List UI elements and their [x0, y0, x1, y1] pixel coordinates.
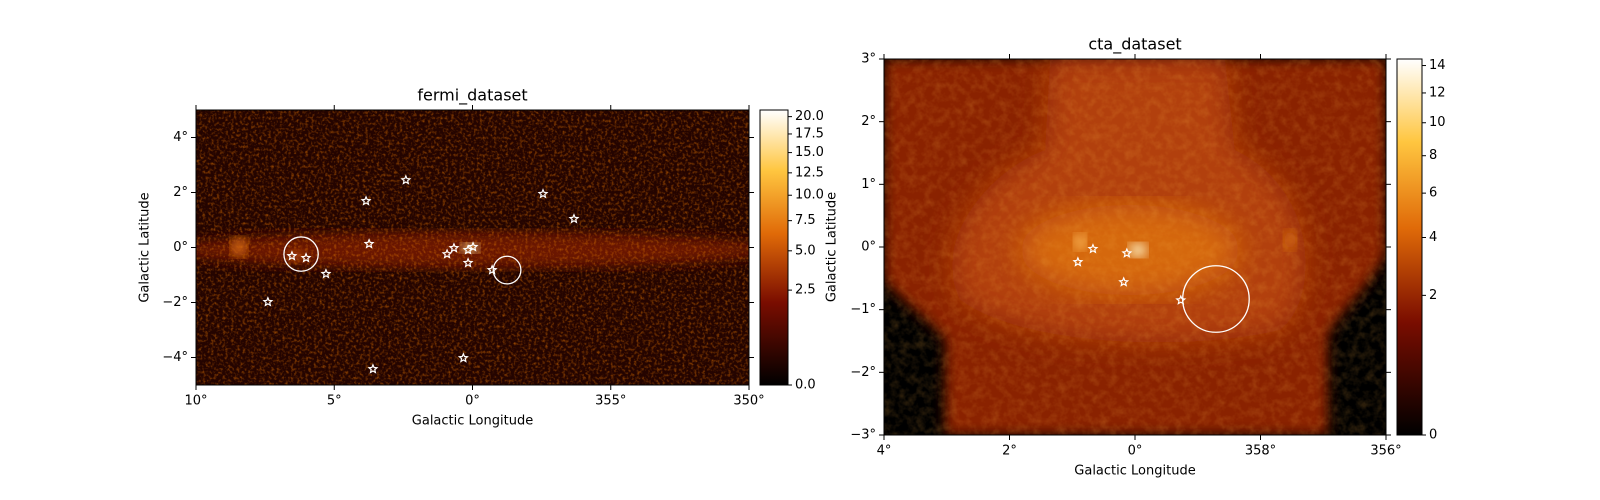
y-tick-label: −3° — [850, 428, 876, 443]
fermi-image — [196, 110, 749, 385]
source-marker — [1087, 243, 1099, 254]
colorbar — [1396, 58, 1423, 436]
colorbar-tick-label: 20.0 — [795, 109, 824, 124]
colorbar-tick-label: 14 — [1429, 58, 1446, 73]
source-marker — [462, 257, 474, 268]
colorbar-tick-label: 12.5 — [795, 165, 824, 180]
x-tick-label: 4° — [877, 444, 892, 459]
y-tick-label: 4° — [173, 130, 188, 145]
source-marker — [320, 268, 332, 279]
x-tick-label: 358° — [1245, 444, 1276, 459]
region-circle — [492, 255, 522, 285]
y-tick-label: 2° — [861, 114, 876, 129]
colorbar-tick-label: 12 — [1429, 85, 1446, 100]
source-marker — [457, 352, 469, 363]
source-marker — [1121, 247, 1133, 258]
chart-title: cta_dataset — [1088, 35, 1181, 55]
x-axis-label: Galactic Longitude — [1074, 464, 1195, 479]
chart-title: fermi_dataset — [417, 86, 527, 106]
y-tick-label: −2° — [162, 295, 188, 310]
cta-image — [884, 59, 1386, 435]
y-tick-label: −1° — [850, 302, 876, 317]
y-axis-label: Galactic Latitude — [138, 192, 153, 302]
y-tick-label: 1° — [861, 177, 876, 192]
y-tick-label: −4° — [162, 350, 188, 365]
source-marker — [300, 252, 312, 263]
source-marker — [400, 174, 412, 185]
colorbar-tick-label: 10 — [1429, 115, 1446, 130]
colorbar-tick-label: 17.5 — [795, 126, 824, 141]
x-tick-label: 0° — [465, 394, 480, 409]
colorbar-tick-label: 4 — [1429, 230, 1437, 245]
x-tick-label: 350° — [733, 394, 764, 409]
y-tick-label: 0° — [861, 240, 876, 255]
x-axis-label: Galactic Longitude — [412, 414, 533, 429]
source-marker — [1175, 294, 1187, 305]
source-marker — [262, 296, 274, 307]
colorbar-tick-label: 8 — [1429, 148, 1437, 163]
source-marker — [537, 188, 549, 199]
y-axis-label: Galactic Latitude — [825, 192, 840, 302]
colorbar-tick-label: 5.0 — [795, 243, 816, 258]
source-marker — [286, 250, 298, 261]
colorbar-tick-label: 15.0 — [795, 145, 824, 160]
source-marker — [363, 238, 375, 249]
x-tick-label: 10° — [184, 394, 207, 409]
source-marker — [441, 248, 453, 259]
x-tick-label: 355° — [595, 394, 626, 409]
source-marker — [486, 264, 498, 275]
colorbar-tick-label: 2 — [1429, 288, 1437, 303]
source-marker — [448, 242, 460, 253]
source-marker — [367, 363, 379, 374]
y-tick-label: 2° — [173, 185, 188, 200]
source-marker — [1072, 256, 1084, 267]
y-tick-label: 3° — [861, 52, 876, 67]
colorbar-tick-label: 7.5 — [795, 213, 816, 228]
x-tick-label: 356° — [1370, 444, 1401, 459]
region-circle — [283, 236, 319, 272]
x-tick-label: 5° — [327, 394, 342, 409]
colorbar-tick-label: 0.0 — [795, 378, 816, 393]
source-marker — [360, 195, 372, 206]
region-circle — [1182, 265, 1250, 333]
colorbar-tick-label: 6 — [1429, 186, 1437, 201]
source-marker — [1118, 276, 1130, 287]
x-tick-label: 0° — [1128, 444, 1143, 459]
y-tick-label: 0° — [173, 240, 188, 255]
colorbar-tick-label: 2.5 — [795, 283, 816, 298]
y-tick-label: −2° — [850, 365, 876, 380]
source-marker — [568, 213, 580, 224]
colorbar-tick-label: 10.0 — [795, 188, 824, 203]
source-marker — [467, 241, 479, 252]
colorbar — [759, 109, 789, 386]
x-tick-label: 2° — [1002, 444, 1017, 459]
colorbar-tick-label: 0 — [1429, 428, 1437, 443]
